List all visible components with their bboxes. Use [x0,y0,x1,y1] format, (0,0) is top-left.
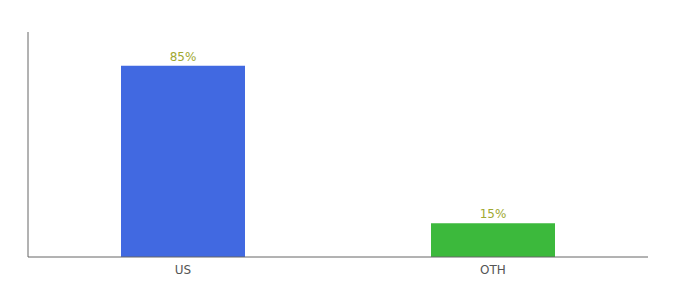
svg-text:15%: 15% [480,207,507,221]
svg-text:US: US [175,263,191,277]
svg-text:85%: 85% [170,50,197,64]
svg-text:OTH: OTH [480,263,506,277]
